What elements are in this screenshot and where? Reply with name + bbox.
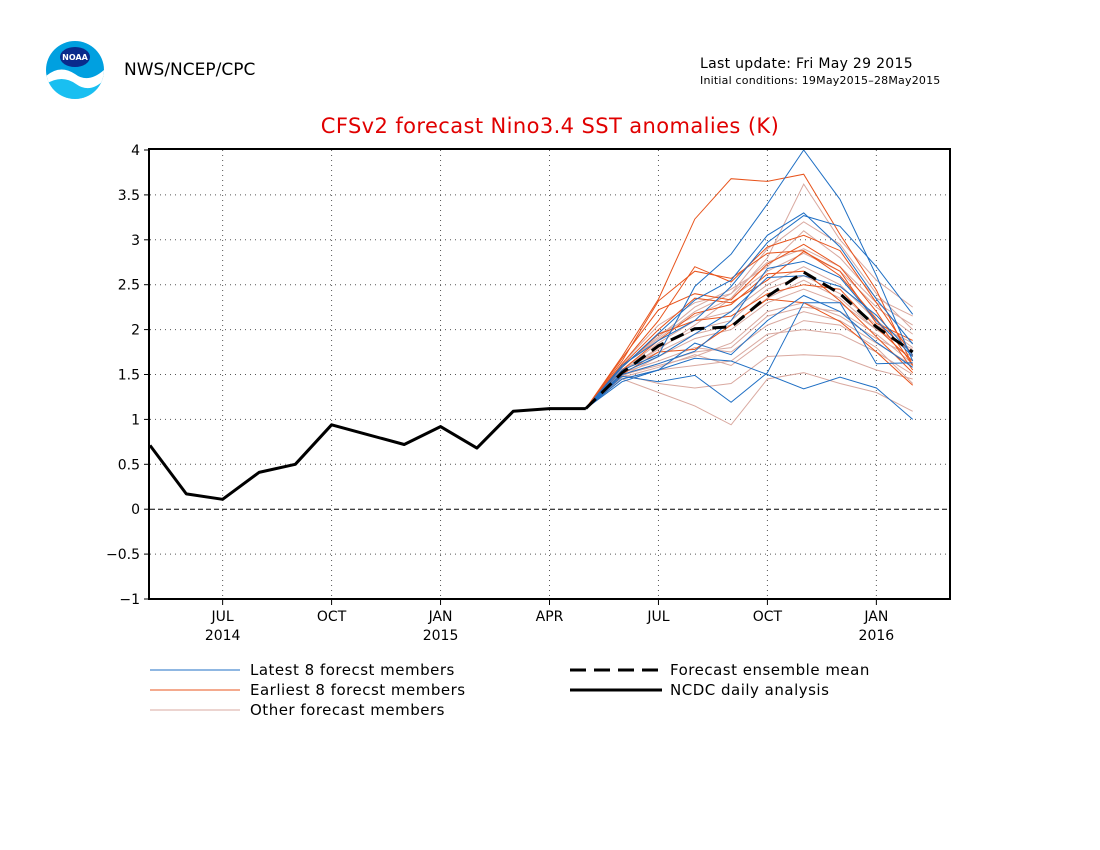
other-member-line xyxy=(585,311,913,409)
earliest-member-line xyxy=(585,234,914,409)
latest-member-line xyxy=(585,149,914,409)
y-axis: −1 −0.5 0 0.5 1 1.5 2 2.5 3 3.5 4 xyxy=(106,143,150,608)
latest-member-line xyxy=(585,275,914,409)
other-member-line xyxy=(585,221,914,409)
other-member-line xyxy=(585,372,913,426)
y-tick-label: 4 xyxy=(131,143,140,159)
earliest-member-line xyxy=(585,173,914,409)
x-tick-label: JAN xyxy=(863,609,888,625)
chart-title: CFSv2 forecast Nino3.4 SST anomalies (K) xyxy=(320,114,780,138)
other-member-line xyxy=(585,306,914,409)
x-tick-year-label: 2014 xyxy=(205,628,241,644)
x-axis: JUL 2014 OCT JAN 2015 APR JUL OCT JAN 2016 xyxy=(205,599,894,644)
earliest-member-line xyxy=(585,270,914,409)
y-tick-label: −1 xyxy=(119,592,140,608)
latest-member-line xyxy=(585,357,914,420)
last-update: Last update: Fri May 29 2015 xyxy=(700,56,913,72)
x-tick-label: JAN xyxy=(428,609,453,625)
x-tick-year-label: 2016 xyxy=(859,628,895,644)
legend-label-other: Other forecast members xyxy=(250,701,445,719)
y-tick-label: 1.5 xyxy=(118,368,140,384)
ensemble-mean-line xyxy=(584,270,914,410)
earliest-member-line xyxy=(585,250,914,409)
logo-lettering: NOAA xyxy=(62,53,88,62)
x-tick-label: JUL xyxy=(646,609,669,625)
legend xyxy=(150,668,662,711)
earliest-member-line xyxy=(585,250,913,409)
org-name: NWS/NCEP/CPC xyxy=(124,60,256,80)
analysis-line xyxy=(148,407,586,501)
legend-label-earliest: Earliest 8 forecst members xyxy=(250,681,466,699)
y-tick-label: 0 xyxy=(131,502,140,518)
latest-members-layer xyxy=(585,149,914,420)
x-tick-label: OCT xyxy=(753,609,783,625)
plot-frame xyxy=(148,148,951,600)
x-tick-year-label: 2015 xyxy=(423,628,459,644)
initial-conditions: Initial conditions: 19May2015–28May2015 xyxy=(700,74,941,87)
legend-label-latest: Latest 8 forecst members xyxy=(250,661,455,679)
x-tick-label: JUL xyxy=(211,609,234,625)
latest-member-line xyxy=(585,215,914,409)
analysis-layer xyxy=(148,407,586,501)
y-tick-label: 2.5 xyxy=(118,278,140,294)
latest-member-line xyxy=(585,302,913,409)
latest-member-line xyxy=(585,294,913,409)
mean-layer xyxy=(584,270,914,410)
y-tick-label: 3 xyxy=(131,233,140,249)
y-tick-label: 2 xyxy=(131,323,140,339)
legend-label-analysis: NCDC daily analysis xyxy=(670,681,830,699)
x-tick-label: APR xyxy=(536,609,564,625)
y-tick-label: 1 xyxy=(131,412,140,428)
legend-label-mean: Forecast ensemble mean xyxy=(670,661,870,679)
noaa-logo: NOAA xyxy=(46,41,104,99)
latest-member-line xyxy=(585,212,914,409)
y-tick-label: −0.5 xyxy=(106,547,140,563)
earliest-member-line xyxy=(585,298,914,409)
other-member-line xyxy=(585,266,913,409)
x-tick-label: OCT xyxy=(317,609,347,625)
y-tick-label: 0.5 xyxy=(118,457,140,473)
earliest-member-line xyxy=(585,243,914,409)
y-tick-label: 3.5 xyxy=(118,188,140,204)
